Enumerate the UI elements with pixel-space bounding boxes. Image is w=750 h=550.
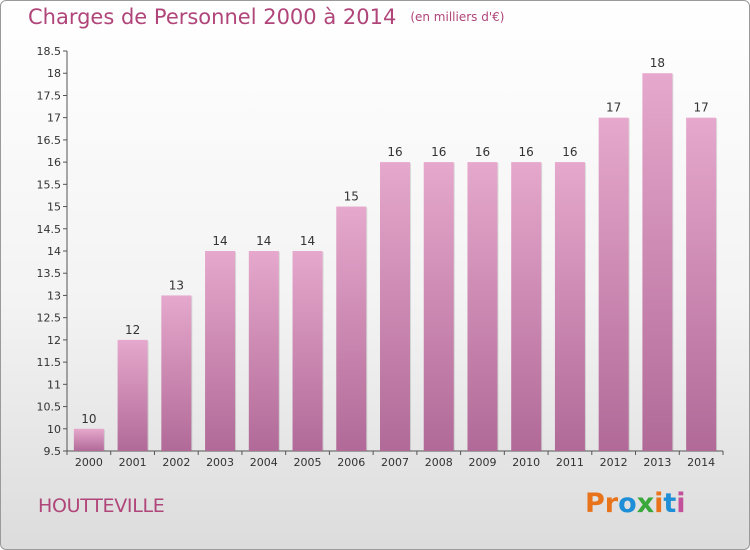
y-tick-label: 14: [47, 245, 61, 258]
x-tick-label: 2010: [512, 456, 540, 469]
bar: [511, 162, 542, 451]
x-tick-label: 2006: [337, 456, 365, 469]
chart-subtitle: (en milliers d'€): [410, 10, 505, 24]
bar: [205, 251, 236, 451]
logo-letter: i: [676, 488, 686, 519]
bar: [554, 162, 585, 451]
bar: [292, 251, 323, 451]
x-tick-label: 2008: [425, 456, 453, 469]
data-label: 15: [344, 190, 359, 204]
x-tick-label: 2014: [687, 456, 715, 469]
y-tick-label: 11: [47, 378, 61, 391]
bars-group: [73, 73, 718, 452]
bar: [598, 117, 629, 452]
y-tick-label: 9.5: [44, 445, 62, 458]
x-tick-label: 2000: [75, 456, 103, 469]
logo-letter: x: [636, 488, 655, 519]
logo-letter: r: [604, 488, 619, 519]
logo-letter: P: [585, 488, 605, 519]
x-tick-labels: 2000 2001 2002 2003 2004 2005 2006 2007 2008 2009…: [75, 456, 715, 469]
logo-letter: t: [663, 488, 677, 519]
y-tick-label: 17.5: [37, 89, 62, 102]
bar: [380, 162, 410, 451]
x-tick-label: 2013: [643, 456, 671, 469]
y-tick-label: 11.5: [37, 356, 62, 369]
bar: [642, 73, 673, 451]
data-label: 16: [519, 145, 534, 159]
y-tick-label: 15: [47, 201, 61, 214]
data-label: 17: [693, 101, 708, 115]
x-tick-label: 2003: [206, 456, 234, 469]
x-tick-label: 2004: [250, 456, 278, 469]
x-tick-label: 2009: [468, 456, 496, 469]
data-label: 10: [81, 412, 96, 426]
data-label: 14: [300, 234, 315, 248]
data-labels: 10 12 13 14 14 14 15 16 16 16 16 16 17 18 17: [81, 56, 709, 426]
x-tick-label: 2001: [119, 456, 147, 469]
chart-title: Charges de Personnel 2000 à 2014 (en mill…: [28, 5, 504, 29]
bar: [336, 206, 367, 451]
x-tick-label: 2007: [381, 456, 409, 469]
x-tick-label: 2002: [162, 456, 190, 469]
y-tick-label: 16.5: [37, 134, 62, 147]
y-tick-label: 12: [47, 334, 61, 347]
logo-letter: i: [654, 488, 664, 519]
data-label: 14: [212, 234, 227, 248]
y-tick-label: 12.5: [37, 312, 62, 325]
data-label: 16: [387, 145, 402, 159]
data-label: 14: [256, 234, 271, 248]
y-tick-label: 10: [47, 423, 61, 436]
bar: [423, 162, 454, 451]
data-label: 12: [125, 323, 140, 337]
y-tick-label: 18: [47, 67, 61, 80]
data-label: 18: [650, 56, 665, 70]
data-label: 16: [431, 145, 446, 159]
y-tick-label: 13.5: [37, 267, 62, 280]
bar: [467, 162, 498, 451]
place-name: HOUTTEVILLE: [38, 495, 165, 517]
proxiti-logo[interactable]: Proxiti: [585, 488, 686, 519]
logo-letter: o: [618, 488, 637, 519]
y-tick-label: 10.5: [37, 401, 62, 414]
x-tick-label: 2005: [294, 456, 322, 469]
bar: [73, 428, 104, 451]
data-label: 13: [169, 278, 184, 292]
y-tick-label: 13: [47, 289, 61, 302]
bar: [686, 117, 717, 452]
bar: [117, 339, 148, 451]
data-label: 16: [562, 145, 577, 159]
bar: [161, 295, 192, 451]
title-text: Charges de Personnel 2000 à 2014: [28, 5, 397, 29]
x-tick-label: 2012: [600, 456, 628, 469]
y-tick-labels: 9.5 10 10.5 11 11.5 12 12.5 13 13.5 14 14.5 15 15.5 1…: [37, 45, 62, 458]
y-tick-label: 18.5: [37, 45, 62, 58]
y-tick-label: 14.5: [37, 223, 62, 236]
y-tick-label: 16: [47, 156, 61, 169]
data-label: 16: [475, 145, 490, 159]
y-tick-label: 17: [47, 112, 61, 125]
x-tick-label: 2011: [556, 456, 584, 469]
bar: [248, 251, 279, 451]
data-label: 17: [606, 101, 621, 115]
y-tick-label: 15.5: [37, 178, 62, 191]
